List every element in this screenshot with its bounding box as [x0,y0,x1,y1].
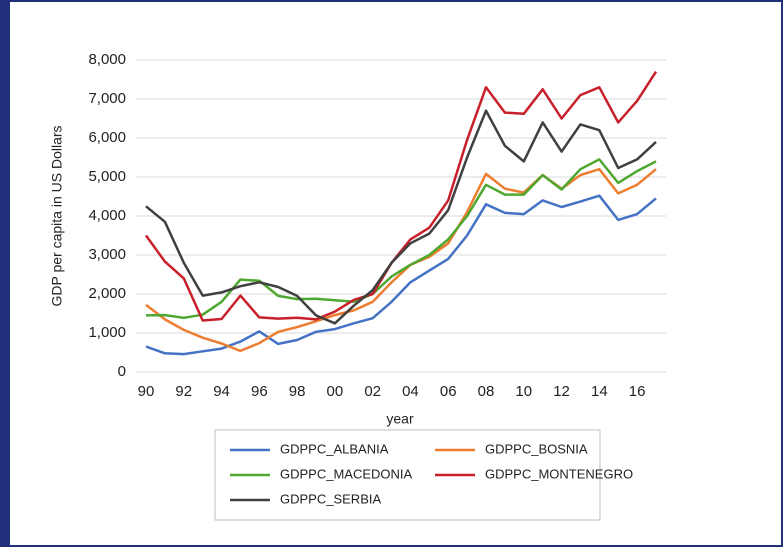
x-tick-label: 14 [591,383,608,400]
x-tick-label: 16 [629,383,646,400]
legend-label: GDPPC_SERBIA [280,491,381,506]
x-tick-label: 98 [289,383,306,400]
x-tick-label: 04 [402,383,419,400]
series-line [145,109,657,325]
legend-label: GDPPC_MONTENEGRO [485,466,633,481]
x-tick-label: 90 [138,383,155,400]
y-tick-label: 6,000 [88,129,126,146]
series-line [145,167,657,353]
series-line [145,194,657,356]
y-tick-label: 3,000 [88,246,126,263]
legend-label: GDPPC_MACEDONIA [280,466,413,481]
y-tick-label: 5,000 [88,168,126,185]
legend-box [214,429,601,521]
y-tick-label: 2,000 [88,285,126,302]
y-tick-label: 1,000 [88,324,126,341]
left-strip [0,0,10,547]
x-tick-label: 92 [175,383,192,400]
x-tick-label: 06 [440,383,457,400]
x-tick-label: 10 [515,383,532,400]
y-tick-label: 8,000 [88,51,126,68]
x-tick-label: 02 [364,383,381,400]
series-line [144,71,658,322]
legend-label: GDPPC_BOSNIA [485,441,588,456]
y-tick-label: 0 [118,363,126,380]
y-axis-label: GDP per capita in US Dollars [49,125,65,306]
series-line [145,158,657,320]
x-axis-label: year [386,411,414,427]
x-tick-label: 12 [553,383,570,400]
x-tick-label: 96 [251,383,268,400]
y-tick-label: 4,000 [88,207,126,224]
y-tick-label: 7,000 [88,90,126,107]
x-tick-label: 00 [327,383,344,400]
legend-label: GDPPC_ALBANIA [280,441,389,456]
x-tick-label: 08 [478,383,495,400]
x-tick-label: 94 [213,383,230,400]
